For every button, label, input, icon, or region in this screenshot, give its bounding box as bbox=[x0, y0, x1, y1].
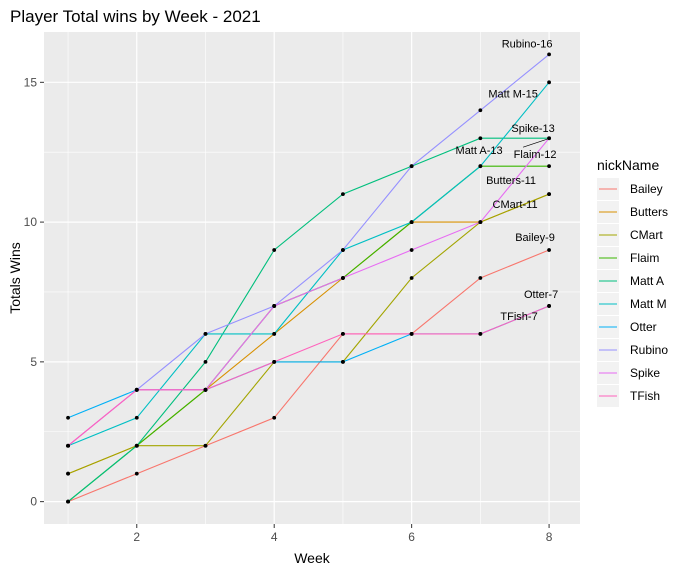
x-tick-label: 2 bbox=[133, 530, 140, 544]
series-line-rubino bbox=[67, 53, 550, 447]
point-matt-m bbox=[547, 80, 551, 85]
y-axis-ticks: 0 5 10 15 bbox=[24, 75, 44, 509]
point-spike bbox=[272, 304, 277, 308]
x-tick-label: 8 bbox=[546, 530, 553, 544]
y-axis-title: Totals Wins bbox=[7, 242, 23, 314]
series-points bbox=[66, 52, 551, 504]
point-flaim bbox=[547, 164, 551, 169]
end-label-cmart: CMart-11 bbox=[493, 199, 538, 211]
legend-title: nickName bbox=[597, 157, 659, 173]
y-tick-label: 10 bbox=[24, 215, 38, 229]
legend-item-spike: Spike bbox=[597, 362, 660, 384]
x-axis-ticks: 2 4 6 8 bbox=[133, 524, 553, 544]
legend-item-flaim: Flaim bbox=[597, 247, 659, 269]
point-rubino bbox=[409, 164, 414, 169]
point-matt-m bbox=[409, 220, 414, 224]
point-bailey bbox=[272, 415, 277, 420]
point-rubino bbox=[203, 332, 208, 336]
end-label-butters: Butters-11 bbox=[486, 175, 536, 187]
legend-item-rubino: Rubino bbox=[597, 339, 668, 361]
point-otter bbox=[341, 359, 345, 364]
point-matt-a bbox=[478, 136, 483, 141]
legend-item-tfish: TFish bbox=[597, 385, 660, 407]
point-tfish bbox=[409, 332, 414, 336]
end-label-spike: Spike-13 bbox=[511, 123, 554, 135]
point-cmart bbox=[547, 192, 551, 197]
end-label-otter: Otter-7 bbox=[524, 289, 558, 301]
point-matt-a bbox=[66, 499, 70, 504]
legend-label: Spike bbox=[630, 366, 660, 380]
legend-label: TFish bbox=[630, 389, 660, 403]
point-tfish bbox=[478, 332, 483, 336]
end-label-bailey: Bailey-9 bbox=[515, 232, 555, 244]
y-tick-label: 0 bbox=[30, 495, 37, 509]
point-bailey bbox=[478, 276, 483, 280]
chart-title: Player Total wins by Week - 2021 bbox=[10, 7, 261, 26]
plot-panel bbox=[44, 32, 580, 524]
end-label-matt-a: Matt A-13 bbox=[456, 145, 503, 157]
point-otter bbox=[66, 415, 70, 420]
y-tick-label: 5 bbox=[30, 355, 37, 369]
legend-label: Rubino bbox=[630, 343, 668, 357]
point-cmart bbox=[409, 276, 414, 280]
series-line-tfish bbox=[67, 305, 550, 447]
point-cmart bbox=[66, 471, 70, 476]
legend-item-matt-a: Matt A bbox=[597, 270, 664, 292]
point-matt-m bbox=[134, 415, 139, 420]
point-matt-m bbox=[478, 164, 483, 169]
legend-label: Flaim bbox=[630, 251, 659, 265]
point-bailey bbox=[134, 471, 139, 476]
legend-label: Matt A bbox=[630, 274, 664, 288]
point-rubino bbox=[547, 52, 551, 57]
end-labels: Bailey-9 Butters-11 CMart-11 Flaim-12 Matt A… bbox=[456, 38, 559, 323]
point-tfish bbox=[341, 332, 345, 336]
x-axis-title: Week bbox=[294, 550, 331, 566]
point-spike bbox=[478, 220, 483, 224]
legend-label: Bailey bbox=[630, 182, 663, 196]
label-connector-matt-a bbox=[522, 138, 548, 148]
point-tfish bbox=[134, 387, 139, 392]
legend-label: Otter bbox=[630, 320, 657, 334]
legend-item-otter: Otter bbox=[597, 316, 657, 338]
legend-item-bailey: Bailey bbox=[597, 178, 663, 200]
point-matt-a bbox=[134, 443, 139, 448]
legend-label: Matt M bbox=[630, 297, 667, 311]
point-bailey bbox=[547, 248, 551, 252]
end-label-matt-m: Matt M-15 bbox=[488, 88, 538, 100]
point-matt-a bbox=[341, 192, 345, 197]
legend-item-cmart: CMart bbox=[597, 224, 663, 246]
point-tfish bbox=[272, 359, 277, 364]
end-label-tfish: TFish-7 bbox=[500, 311, 537, 323]
point-rubino bbox=[341, 248, 345, 252]
point-spike bbox=[341, 276, 345, 280]
point-tfish bbox=[66, 443, 70, 448]
legend-label: Butters bbox=[630, 205, 668, 219]
x-tick-label: 6 bbox=[408, 530, 415, 544]
point-tfish bbox=[203, 387, 208, 392]
point-spike bbox=[547, 136, 551, 141]
point-rubino bbox=[478, 108, 483, 113]
point-spike bbox=[409, 248, 414, 252]
point-tfish bbox=[547, 304, 551, 308]
legend-item-matt-m: Matt M bbox=[597, 293, 667, 315]
point-cmart bbox=[203, 443, 208, 448]
series-lines bbox=[67, 53, 550, 503]
point-matt-a bbox=[272, 248, 277, 252]
end-label-rubino: Rubino-16 bbox=[502, 38, 553, 50]
y-tick-label: 15 bbox=[24, 75, 38, 89]
series-line-bailey bbox=[67, 249, 550, 503]
x-tick-label: 4 bbox=[271, 530, 278, 544]
point-matt-a bbox=[203, 359, 208, 364]
legend-label: CMart bbox=[630, 228, 663, 242]
series-line-matt-a bbox=[67, 137, 550, 503]
end-label-flaim: Flaim-12 bbox=[514, 149, 557, 161]
legend: nickName Bailey Butters CMart Flaim Matt A Ma… bbox=[597, 157, 668, 407]
point-matt-m bbox=[272, 332, 277, 336]
legend-item-butters: Butters bbox=[597, 201, 668, 223]
